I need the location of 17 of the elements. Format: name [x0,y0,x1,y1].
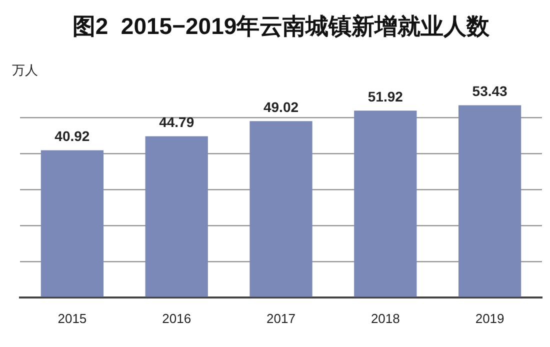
chart-title: 图2 2015−2019年云南城镇新增就业人数 [72,13,491,40]
x-tick-label: 2019 [475,310,504,326]
data-label: 53.43 [472,83,508,100]
bar [458,105,522,297]
bar [40,150,104,297]
data-label: 40.92 [54,128,90,144]
x-tick-label: 2015 [58,310,87,326]
bar [145,136,208,297]
data-label: 51.92 [368,88,404,105]
x-tick-label: 2018 [370,310,400,326]
bar [250,121,312,297]
data-label: 44.79 [159,114,194,130]
y-axis-title: 万人 [12,62,38,78]
bar [354,110,417,297]
x-tick-label: 2016 [162,310,192,326]
x-tick-label: 2017 [266,310,296,326]
data-label: 49.02 [263,98,299,115]
